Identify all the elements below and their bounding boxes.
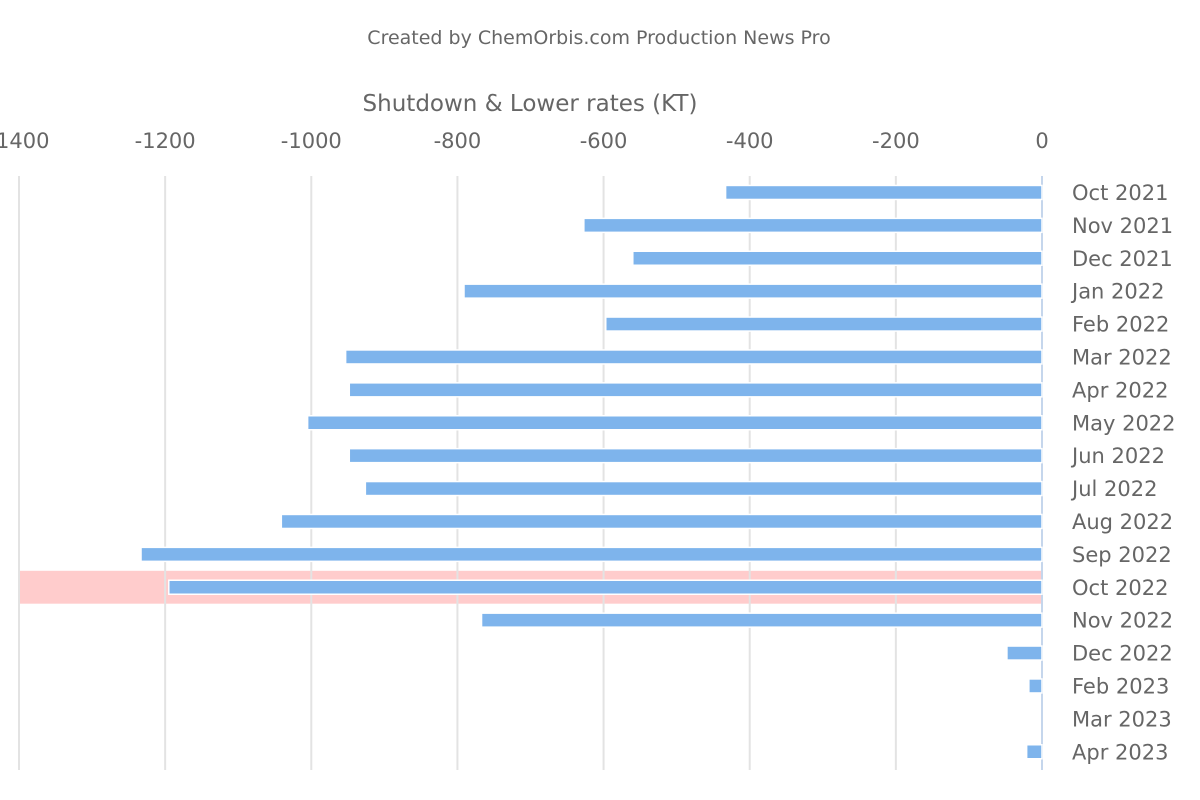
- category-label: Jan 2022: [1070, 280, 1165, 304]
- bar: [583, 217, 1043, 234]
- category-label: Nov 2022: [1072, 609, 1173, 633]
- bar: [306, 415, 1043, 431]
- bar: [605, 316, 1043, 332]
- category-label: Feb 2022: [1072, 313, 1169, 337]
- category-label: Apr 2022: [1072, 378, 1168, 402]
- category-label: Mar 2022: [1072, 345, 1172, 369]
- bar: [344, 349, 1043, 365]
- bar: [724, 184, 1043, 201]
- bar: [348, 382, 1043, 398]
- bar: [364, 480, 1043, 497]
- bar: [140, 546, 1043, 563]
- category-label: Nov 2021: [1072, 214, 1173, 238]
- category-label: Mar 2023: [1072, 707, 1172, 731]
- bar: [280, 513, 1043, 530]
- category-label: Jul 2022: [1070, 477, 1157, 501]
- category-label: Oct 2021: [1072, 181, 1168, 205]
- x-axis-ticks: -1400 -1200 -1000 -800 -600 -400 -200 0: [0, 129, 1049, 153]
- x-tick-label: -400: [726, 129, 774, 153]
- bar: [632, 250, 1043, 266]
- category-label: Apr 2023: [1072, 740, 1168, 764]
- x-tick-label: -600: [580, 129, 628, 153]
- x-tick-label: -1000: [281, 129, 342, 153]
- gridlines: [18, 176, 1043, 770]
- x-tick-label: 0: [1035, 129, 1048, 153]
- category-label: Oct 2022: [1072, 576, 1168, 600]
- bar: [463, 283, 1043, 299]
- category-label: Jun 2022: [1070, 444, 1165, 468]
- category-label: Aug 2022: [1072, 510, 1173, 534]
- chart-credit: Created by ChemOrbis.com Production News…: [367, 27, 830, 49]
- bar: [168, 579, 1043, 595]
- bars: [140, 184, 1043, 760]
- bar: [1028, 678, 1043, 694]
- category-labels: Oct 2021 Nov 2021 Dec 2021 Jan 2022 Feb 2022…: [1070, 181, 1176, 764]
- category-label: Feb 2023: [1072, 674, 1169, 698]
- category-label: May 2022: [1072, 411, 1176, 435]
- x-tick-label: -800: [434, 129, 482, 153]
- bar: [1025, 744, 1043, 760]
- bar: [1006, 645, 1043, 661]
- x-tick-label: -1200: [135, 129, 196, 153]
- bar: [348, 447, 1043, 464]
- bar: [480, 612, 1043, 628]
- x-tick-label: -200: [872, 129, 920, 153]
- category-label: Dec 2021: [1072, 247, 1173, 271]
- category-label: Dec 2022: [1072, 642, 1173, 666]
- x-tick-label: -1400: [0, 129, 50, 153]
- chart-title: Shutdown & Lower rates (KT): [363, 91, 698, 117]
- category-label: Sep 2022: [1072, 543, 1172, 567]
